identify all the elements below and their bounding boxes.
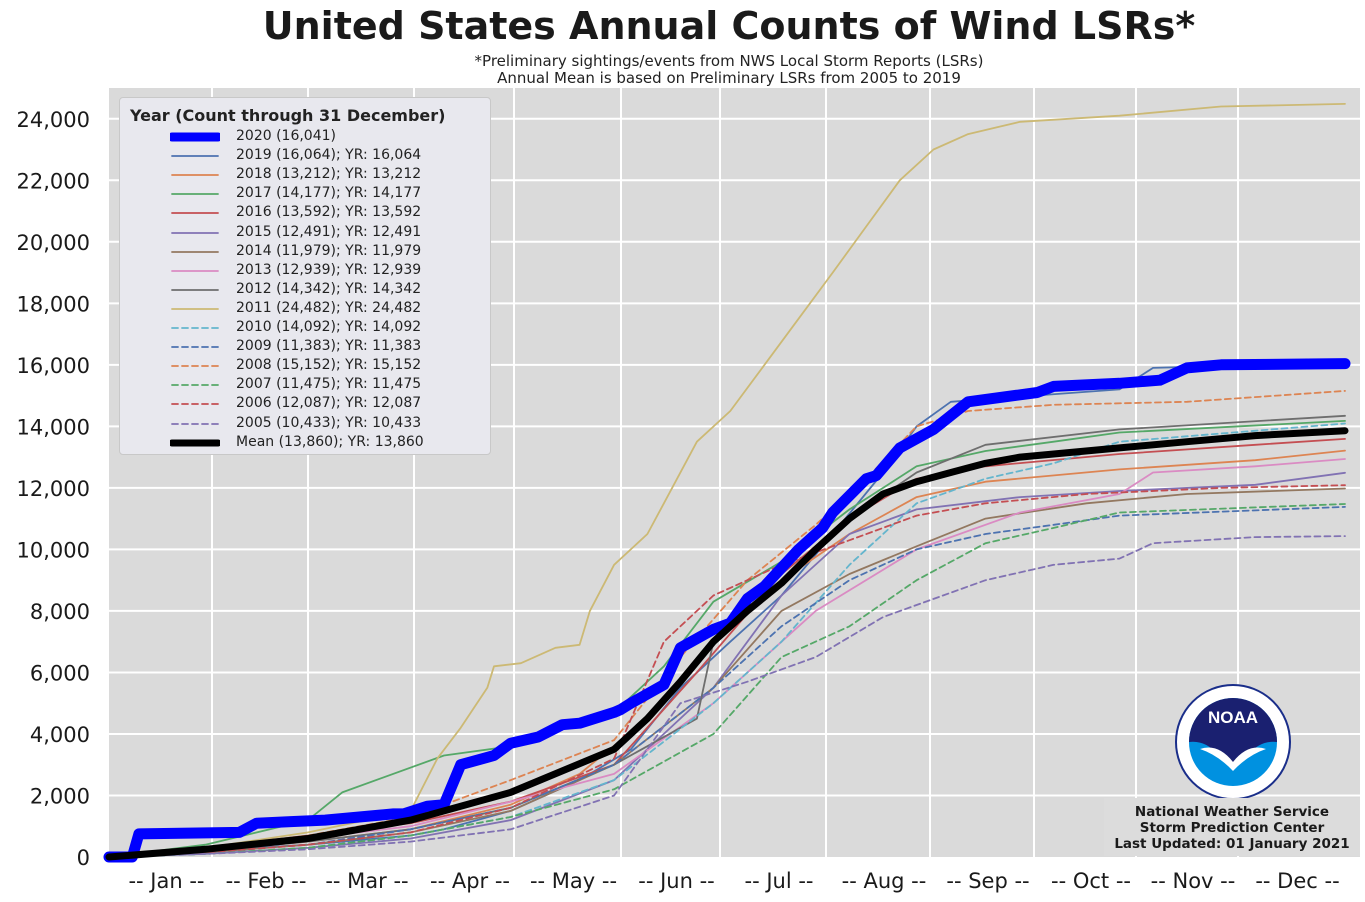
y-axis: 0 2,000 4,000 6,000 8,000 10,000 12,000 14,000 1…	[17, 108, 90, 870]
y-tick-label: 16,000	[17, 354, 90, 378]
legend-swatch	[171, 155, 219, 157]
legend-label: 2017 (14,177); YR: 14,177	[236, 185, 422, 202]
legend-title: Year (Count through 31 December)	[130, 106, 446, 125]
legend-entry: 2005 (10,433); YR: 10,433	[120, 415, 490, 434]
legend-swatch	[171, 327, 219, 329]
legend-swatch	[170, 439, 220, 447]
legend-entry: 2018 (13,212); YR: 13,212	[120, 166, 490, 185]
legend-label: 2014 (11,979); YR: 11,979	[236, 242, 422, 259]
y-tick-label: 24,000	[17, 108, 90, 132]
x-tick-label: -- Apr --	[430, 869, 510, 893]
legend-entry: 2007 (11,475); YR: 11,475	[120, 376, 490, 395]
legend-entry: 2006 (12,087); YR: 12,087	[120, 395, 490, 414]
series-line	[108, 103, 1346, 858]
legend-entry: 2014 (11,979); YR: 11,979	[120, 243, 490, 262]
legend-entry: 2019 (16,064); YR: 16,064	[120, 147, 490, 166]
legend-label: 2012 (14,342); YR: 14,342	[236, 280, 422, 297]
logo-text: NOAA	[1208, 708, 1258, 727]
legend-swatch	[171, 288, 219, 291]
legend-swatch	[171, 403, 219, 406]
x-axis: -- Jan -- -- Feb -- -- Mar -- -- Apr -- -- M…	[128, 869, 1339, 893]
y-tick-label: 20,000	[17, 231, 90, 255]
legend-entry: 2017 (14,177); YR: 14,177	[120, 185, 490, 204]
legend-entry: Mean (13,860); YR: 13,860	[120, 434, 490, 453]
x-tick-label: -- Jan --	[128, 869, 204, 893]
series-line	[108, 414, 1346, 858]
x-tick-label: -- Jun --	[638, 869, 714, 893]
legend-label: 2016 (13,592); YR: 13,592	[236, 204, 422, 221]
chart-subtitle-mean-note: Annual Mean is based on Preliminary LSRs…	[497, 69, 961, 87]
legend-swatch	[171, 174, 219, 177]
x-tick-label: -- May --	[530, 869, 617, 893]
legend-label: 2020 (16,041)	[236, 128, 336, 144]
legend-swatch	[171, 422, 219, 425]
legend-label: 2008 (15,152); YR: 15,152	[236, 357, 422, 374]
legend-swatch	[171, 250, 219, 253]
x-tick-label: -- Mar --	[325, 869, 408, 893]
legend-swatch	[171, 365, 219, 368]
legend-entry: 2009 (11,383); YR: 11,383	[120, 338, 490, 357]
legend-entry: 2016 (13,592); YR: 13,592	[120, 204, 490, 223]
legend-label: 2015 (12,491); YR: 12,491	[236, 223, 422, 240]
legend-swatch	[171, 269, 219, 272]
legend-swatch	[171, 231, 219, 234]
x-tick-label: -- Jul --	[745, 869, 814, 893]
series-line	[108, 535, 1346, 858]
series-line	[103, 358, 1351, 863]
legend-entry: 2020 (16,041)	[120, 128, 490, 147]
chart-title: United States Annual Counts of Wind LSRs…	[262, 4, 1196, 48]
credit-box: National Weather Service Storm Predictio…	[1104, 798, 1360, 856]
series-lines	[103, 103, 1351, 863]
legend-label: 2007 (11,475); YR: 11,475	[236, 376, 422, 393]
legend-swatch	[171, 346, 219, 348]
x-tick-label: -- Oct --	[1051, 869, 1131, 893]
x-tick-label: -- Dec --	[1255, 869, 1339, 893]
legend-entry: 2013 (12,939); YR: 12,939	[120, 262, 490, 281]
legend-swatch	[171, 212, 219, 215]
credit-agency: National Weather Service	[1134, 804, 1330, 820]
y-tick-label: 8,000	[30, 600, 90, 624]
series-line	[108, 419, 1346, 858]
y-tick-label: 4,000	[30, 723, 90, 747]
legend-swatch	[170, 132, 220, 142]
series-line	[108, 484, 1346, 858]
legend-label: Mean (13,860); YR: 13,860	[236, 433, 424, 450]
y-tick-label: 12,000	[17, 477, 90, 501]
y-tick-label: 22,000	[17, 169, 90, 193]
chart-subtitle: *Preliminary sightings/events from NWS L…	[474, 52, 984, 70]
legend-swatch	[171, 384, 219, 387]
legend-swatch	[171, 193, 219, 196]
series-line	[108, 503, 1346, 858]
y-tick-label: 10,000	[17, 538, 90, 562]
legend-label: 2005 (10,433); YR: 10,433	[236, 414, 422, 431]
y-tick-label: 18,000	[17, 292, 90, 316]
legend-label: 2010 (14,092); YR: 14,092	[236, 319, 422, 335]
legend: Year (Count through 31 December) 2020 (1…	[119, 97, 491, 455]
legend-label: 2013 (12,939); YR: 12,939	[236, 261, 422, 278]
y-tick-label: 14,000	[17, 415, 90, 439]
x-tick-label: -- Sep --	[946, 869, 1029, 893]
x-tick-label: -- Feb --	[226, 869, 307, 893]
legend-swatch	[171, 307, 219, 310]
noaa-logo-icon: NOAA	[1175, 684, 1291, 800]
y-tick-label: 6,000	[30, 661, 90, 685]
legend-entry: 2010 (14,092); YR: 14,092	[120, 319, 490, 338]
legend-label: 2006 (12,087); YR: 12,087	[236, 395, 422, 412]
legend-entry: 2008 (15,152); YR: 15,152	[120, 357, 490, 376]
series-line	[105, 427, 1349, 861]
legend-label: 2011 (24,482); YR: 24,482	[236, 299, 422, 316]
y-tick-label: 0	[77, 846, 90, 870]
legend-entry: 2015 (12,491); YR: 12,491	[120, 224, 490, 243]
credit-center: Storm Prediction Center	[1139, 820, 1325, 836]
y-tick-label: 2,000	[30, 784, 90, 808]
credit-updated: Last Updated: 01 January 2021	[1114, 836, 1350, 852]
legend-label: 2018 (13,212); YR: 13,212	[236, 166, 422, 183]
legend-label: 2009 (11,383); YR: 11,383	[236, 338, 422, 355]
x-tick-label: -- Aug --	[842, 869, 927, 893]
legend-entry: 2011 (24,482); YR: 24,482	[120, 300, 490, 319]
x-tick-label: -- Nov --	[1151, 869, 1236, 893]
legend-entry: 2012 (14,342); YR: 14,342	[120, 281, 490, 300]
legend-label: 2019 (16,064); YR: 16,064	[236, 147, 422, 164]
